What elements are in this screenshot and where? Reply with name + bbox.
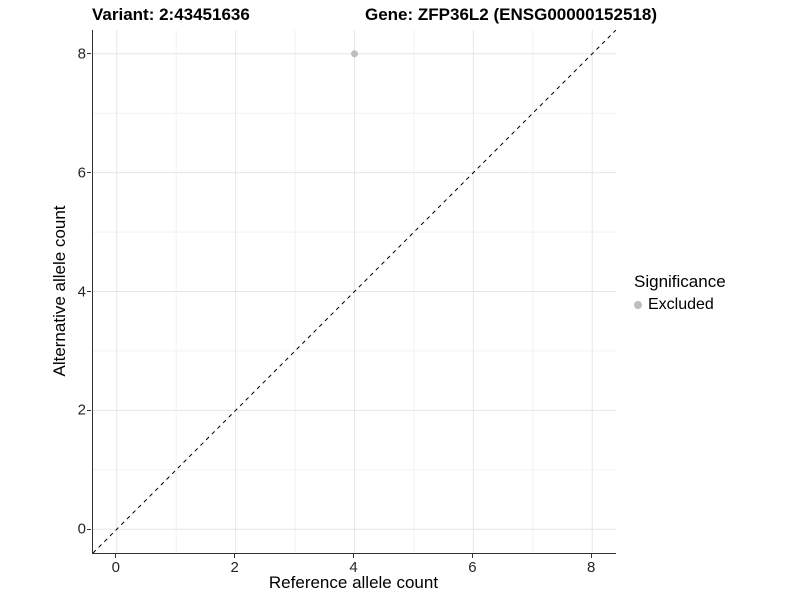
x-tick-label: 0 [111, 559, 120, 576]
x-tick-label: 2 [230, 559, 239, 576]
y-tick-mark [87, 528, 91, 530]
y-tick-label: 6 [77, 164, 86, 182]
legend-title: Significance [634, 272, 726, 291]
data-point [351, 50, 358, 58]
x-tick-mark [234, 554, 236, 558]
scatter-plot-canvas [93, 30, 616, 553]
y-tick-label: 8 [77, 45, 86, 63]
excluded-point-icon [634, 301, 642, 309]
legend: Significance Excluded [634, 272, 726, 314]
gene-title: Gene: ZFP36L2 (ENSG00000152518) [365, 5, 657, 24]
x-tick-mark [471, 554, 473, 558]
variant-title: Variant: 2:43451636 [92, 5, 250, 24]
x-tick-mark [115, 554, 117, 558]
x-axis-title: Reference allele count [268, 573, 439, 592]
y-tick-label: 0 [77, 520, 86, 538]
y-tick-label: 2 [77, 401, 86, 419]
legend-entry-label: Excluded [648, 296, 714, 313]
identity-line [93, 30, 616, 553]
y-tick-mark [87, 409, 91, 411]
y-tick-mark [87, 172, 91, 174]
y-axis-title: Alternative allele count [50, 205, 69, 377]
legend-entry-excluded: Excluded [634, 296, 726, 314]
y-tick-mark [87, 53, 91, 55]
y-tick-mark [87, 291, 91, 292]
x-tick-label: 6 [468, 559, 477, 576]
x-tick-label: 8 [587, 559, 596, 576]
x-tick-label: 4 [349, 559, 358, 576]
y-tick-label: 4 [77, 283, 86, 300]
x-tick-mark [590, 554, 592, 558]
x-tick-mark [353, 554, 354, 558]
plot-panel [92, 30, 616, 554]
